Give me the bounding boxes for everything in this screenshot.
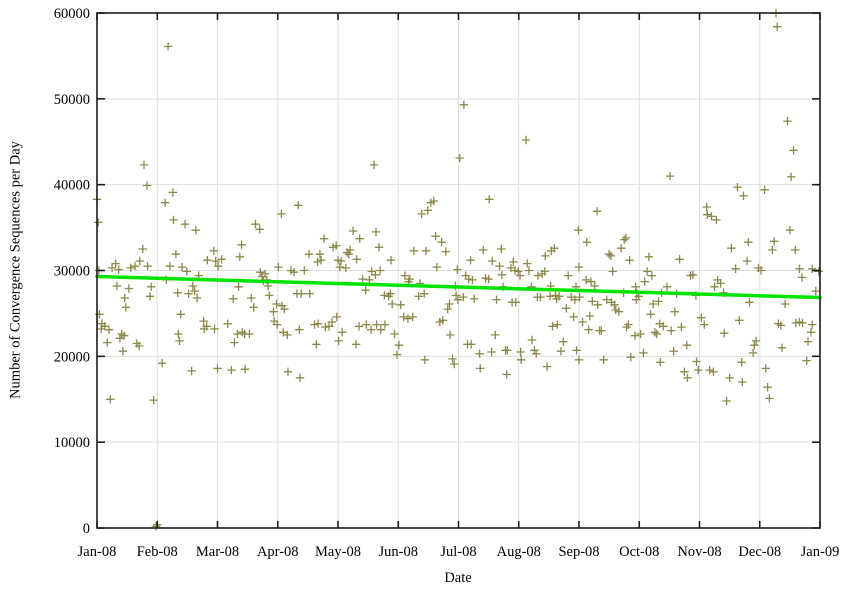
x-tick-label: Nov-08 bbox=[677, 544, 721, 560]
x-tick-label: Jan-08 bbox=[78, 544, 117, 560]
y-tick-label: 40000 bbox=[54, 178, 90, 194]
x-tick-label: Feb-08 bbox=[137, 544, 178, 560]
x-tick-label: Jan-09 bbox=[801, 544, 840, 560]
x-tick-label: Apr-08 bbox=[257, 544, 299, 560]
y-tick-label: 0 bbox=[83, 521, 90, 537]
x-tick-label: Aug-08 bbox=[497, 544, 541, 560]
x-tick-label: May-08 bbox=[315, 544, 361, 560]
x-tick-label: Jul-08 bbox=[440, 544, 476, 560]
x-tick-label: Sep-08 bbox=[558, 544, 599, 560]
y-tick-label: 10000 bbox=[54, 435, 90, 451]
gridlines bbox=[97, 13, 820, 528]
x-tick-label: Oct-08 bbox=[619, 544, 659, 560]
x-tick-label: Jun-08 bbox=[379, 544, 418, 560]
axis-ticks bbox=[96, 12, 821, 529]
y-tick-label: 20000 bbox=[54, 349, 90, 365]
scatter-points bbox=[92, 8, 823, 531]
trend-line bbox=[95, 274, 822, 300]
y-tick-label: 60000 bbox=[54, 6, 90, 22]
y-tick-label: 50000 bbox=[54, 92, 90, 108]
y-tick-label: 30000 bbox=[54, 264, 90, 280]
x-axis-title: Date bbox=[444, 570, 472, 586]
x-tick-label: Dec-08 bbox=[738, 544, 781, 560]
x-tick-label: Mar-08 bbox=[196, 544, 239, 560]
